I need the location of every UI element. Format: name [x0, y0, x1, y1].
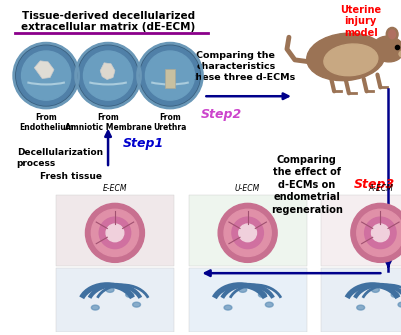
FancyBboxPatch shape	[56, 195, 174, 266]
Ellipse shape	[265, 302, 273, 307]
Bar	[165, 69, 175, 88]
Ellipse shape	[106, 287, 114, 292]
Ellipse shape	[386, 27, 398, 41]
Circle shape	[138, 43, 203, 108]
FancyBboxPatch shape	[56, 268, 174, 332]
Ellipse shape	[307, 33, 385, 81]
Polygon shape	[100, 63, 115, 79]
Circle shape	[232, 217, 263, 249]
Text: From
Amniotic Membrane: From Amniotic Membrane	[65, 113, 152, 132]
Circle shape	[22, 51, 71, 100]
Circle shape	[85, 203, 144, 262]
FancyBboxPatch shape	[321, 195, 401, 266]
Circle shape	[99, 217, 131, 249]
Ellipse shape	[389, 30, 396, 39]
Text: Step1: Step1	[123, 137, 164, 150]
Ellipse shape	[399, 51, 401, 57]
Ellipse shape	[126, 292, 134, 297]
Text: E-ECM: E-ECM	[103, 184, 127, 193]
Text: Step3: Step3	[354, 178, 395, 191]
Text: Fresh tissue: Fresh tissue	[40, 172, 102, 181]
Circle shape	[106, 224, 124, 242]
Text: Comparing the
characteristics
of these three d-ECMs: Comparing the characteristics of these t…	[177, 51, 295, 82]
Circle shape	[17, 46, 76, 105]
Text: Comparing
the effect of
d-ECMs on
endometrial
regeneration: Comparing the effect of d-ECMs on endome…	[271, 155, 342, 214]
Text: extracellular matrix (dE-ECM): extracellular matrix (dE-ECM)	[21, 21, 195, 31]
Circle shape	[140, 46, 199, 105]
Polygon shape	[34, 61, 54, 78]
Text: Tissue-derived decellularized: Tissue-derived decellularized	[22, 11, 194, 21]
Ellipse shape	[324, 44, 378, 76]
Circle shape	[351, 203, 401, 262]
Circle shape	[239, 224, 257, 242]
FancyBboxPatch shape	[188, 195, 307, 266]
Ellipse shape	[371, 287, 379, 292]
Text: U-ECM: U-ECM	[235, 184, 260, 193]
Ellipse shape	[239, 287, 247, 292]
Text: From
Endothelium: From Endothelium	[19, 113, 73, 132]
Ellipse shape	[357, 305, 365, 310]
Ellipse shape	[398, 302, 401, 307]
Ellipse shape	[391, 292, 399, 297]
Circle shape	[224, 209, 271, 257]
Ellipse shape	[259, 292, 266, 297]
Circle shape	[365, 217, 396, 249]
FancyBboxPatch shape	[321, 268, 401, 332]
FancyBboxPatch shape	[188, 268, 307, 332]
Text: Step2: Step2	[200, 108, 242, 121]
Circle shape	[79, 46, 138, 105]
Text: From
Urethra: From Urethra	[153, 113, 187, 132]
Text: Decellularization
process: Decellularization process	[17, 148, 103, 169]
Circle shape	[83, 51, 133, 100]
Circle shape	[371, 224, 389, 242]
Text: Uterine
injury
model: Uterine injury model	[340, 5, 381, 38]
Circle shape	[146, 51, 194, 100]
Text: A-ECM: A-ECM	[368, 184, 393, 193]
Ellipse shape	[91, 305, 99, 310]
Circle shape	[357, 209, 401, 257]
Ellipse shape	[133, 302, 140, 307]
Circle shape	[218, 203, 277, 262]
Circle shape	[14, 43, 79, 108]
Ellipse shape	[224, 305, 232, 310]
Circle shape	[76, 43, 140, 108]
Ellipse shape	[373, 36, 401, 62]
Circle shape	[91, 209, 138, 257]
